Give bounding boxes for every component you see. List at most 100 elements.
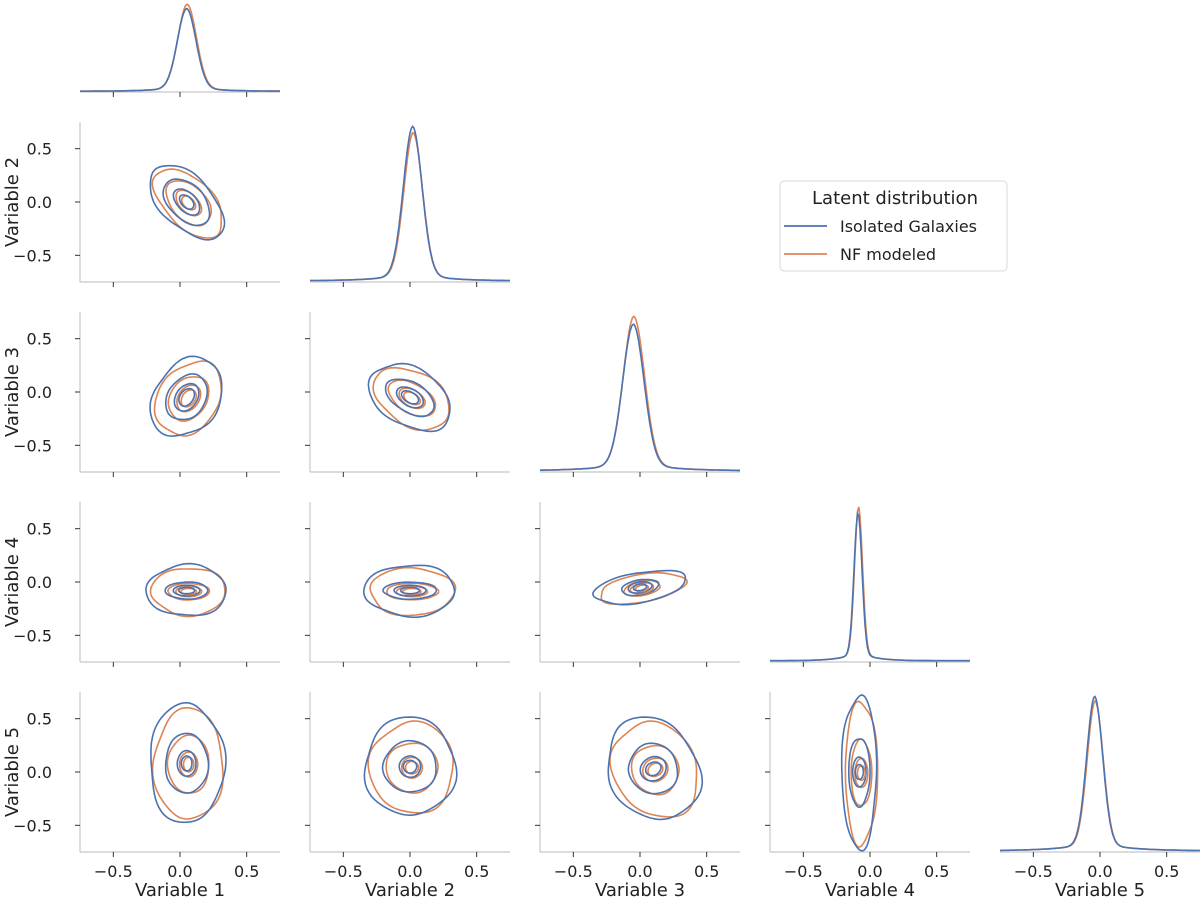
diag-panel-variable-5: [1000, 695, 1200, 857]
x-tick-label: −0.5: [1014, 862, 1053, 881]
x-tick-label: 0.0: [1087, 862, 1112, 881]
contour-panel-variable-1-vs-variable-2: [75, 122, 280, 287]
contour-nf-level-1: [609, 720, 698, 818]
contour-isolated-level-3: [395, 386, 425, 409]
contour-panel-variable-2-vs-variable-3: [305, 312, 510, 477]
contour-nf-level-2: [386, 582, 440, 601]
x-tick-label: 0.0: [627, 862, 652, 881]
contour-isolated-level-4: [854, 763, 865, 781]
contour-nf-level-1: [149, 568, 226, 618]
density-isolated-variable-3: [540, 323, 740, 472]
diag-panel-variable-1: [80, 3, 280, 97]
contour-isolated-level-1: [149, 355, 223, 437]
contour-isolated-level-3: [393, 584, 427, 597]
density-nf-variable-4: [770, 506, 970, 662]
contour-isolated-level-1: [592, 569, 687, 606]
contour-isolated-level-3: [398, 755, 422, 779]
contour-nf-level-3: [629, 581, 655, 595]
y-tick-label: 0.0: [27, 573, 52, 592]
contour-nf-level-1: [844, 700, 879, 848]
contour-nf-level-1: [153, 360, 223, 437]
contour-nf-level-1: [151, 168, 222, 239]
contour-isolated-level-3: [627, 580, 653, 594]
contour-isolated-level-1: [145, 562, 227, 617]
diag-panel-variable-3: [540, 315, 740, 477]
diag-panel-variable-4: [770, 506, 970, 667]
contour-nf-level-1: [372, 366, 450, 432]
diag-panel-variable-2: [309, 125, 510, 287]
x-axis-label-variable-1: Variable 1: [135, 880, 225, 901]
density-isolated-variable-2: [309, 125, 510, 282]
contour-nf-level-1: [367, 720, 454, 814]
y-axis-label-variable-4: Variable 4: [2, 537, 23, 627]
x-tick-label: −0.5: [94, 862, 133, 881]
y-tick-label: 0.0: [27, 763, 52, 782]
contour-panel-variable-2-vs-variable-5: [305, 692, 510, 857]
contour-nf-level-3: [175, 189, 203, 217]
y-axis-label-variable-2: Variable 2: [2, 157, 23, 247]
contour-nf-level-2: [167, 376, 210, 422]
contour-isolated-level-1: [367, 362, 451, 433]
contour-isolated-level-2: [382, 581, 438, 601]
legend: Latent distribution Isolated Galaxies NF…: [779, 180, 1008, 272]
density-isolated-variable-4: [770, 511, 970, 662]
contour-isolated-level-1: [363, 716, 458, 817]
contour-nf-level-4: [647, 762, 664, 778]
contour-isolated-level-4: [402, 759, 418, 774]
density-nf-variable-1: [80, 3, 280, 92]
contour-isolated-level-2: [847, 738, 871, 809]
y-tick-label: −0.5: [13, 246, 52, 265]
contour-isolated-level-1: [362, 564, 456, 619]
x-tick-label: 0.0: [167, 862, 192, 881]
contour-isolated-level-2: [164, 581, 209, 601]
y-axis-label-variable-5: Variable 5: [2, 727, 23, 817]
contour-nf-level-4: [180, 388, 198, 408]
contour-nf-level-1: [369, 566, 457, 617]
legend-title: Latent distribution: [812, 188, 978, 209]
legend-label-isolated: Isolated Galaxies: [840, 217, 977, 236]
density-nf-variable-2: [310, 132, 510, 282]
contour-isolated-level-1: [840, 694, 878, 852]
y-tick-label: 0.0: [27, 193, 52, 212]
legend-label-nf: NF modeled: [840, 245, 936, 264]
y-tick-label: 0.5: [27, 520, 52, 539]
contour-panel-variable-1-vs-variable-3: [75, 312, 280, 477]
contour-isolated-level-4: [180, 755, 193, 772]
contour-isolated-level-2: [165, 373, 209, 421]
contour-panel-variable-1-vs-variable-4: [75, 502, 280, 667]
contour-isolated-level-3: [172, 188, 201, 216]
x-tick-label: 0.5: [234, 862, 259, 881]
contour-panel-variable-4-vs-variable-5: [765, 692, 970, 857]
x-tick-label: 0.5: [1154, 862, 1179, 881]
contour-isolated-level-1: [607, 716, 704, 821]
contour-isolated-level-2: [164, 732, 210, 794]
legend-frame: [779, 180, 1008, 272]
x-tick-label: −0.5: [324, 862, 363, 881]
contour-panel-variable-1-vs-variable-5: [75, 692, 280, 857]
contour-isolated-level-4: [177, 586, 196, 595]
x-axis-label-variable-2: Variable 2: [365, 880, 455, 901]
y-tick-label: −0.5: [13, 816, 52, 835]
density-nf-variable-3: [540, 315, 740, 472]
contour-isolated-level-2: [627, 742, 679, 795]
x-tick-label: 0.0: [857, 862, 882, 881]
y-tick-label: −0.5: [13, 626, 52, 645]
density-isolated-variable-1: [80, 7, 280, 92]
contour-isolated-level-3: [851, 756, 867, 788]
x-tick-label: −0.5: [784, 862, 823, 881]
contour-nf-level-3: [641, 757, 669, 783]
contour-isolated-level-2: [381, 739, 437, 793]
contour-isolated-level-2: [162, 178, 211, 227]
contour-isolated-level-3: [173, 382, 200, 412]
contour-isolated-level-1: [149, 164, 226, 241]
contour-isolated-level-4: [178, 194, 195, 210]
x-axis-label-variable-5: Variable 5: [1055, 880, 1145, 901]
y-tick-label: 0.0: [27, 383, 52, 402]
x-tick-label: 0.5: [464, 862, 489, 881]
contour-isolated-level-2: [620, 578, 660, 597]
contour-isolated-level-4: [178, 387, 196, 408]
contour-panel-variable-3-vs-variable-5: [535, 692, 740, 857]
density-isolated-variable-5: [1000, 695, 1200, 852]
x-tick-label: 0.5: [694, 862, 719, 881]
